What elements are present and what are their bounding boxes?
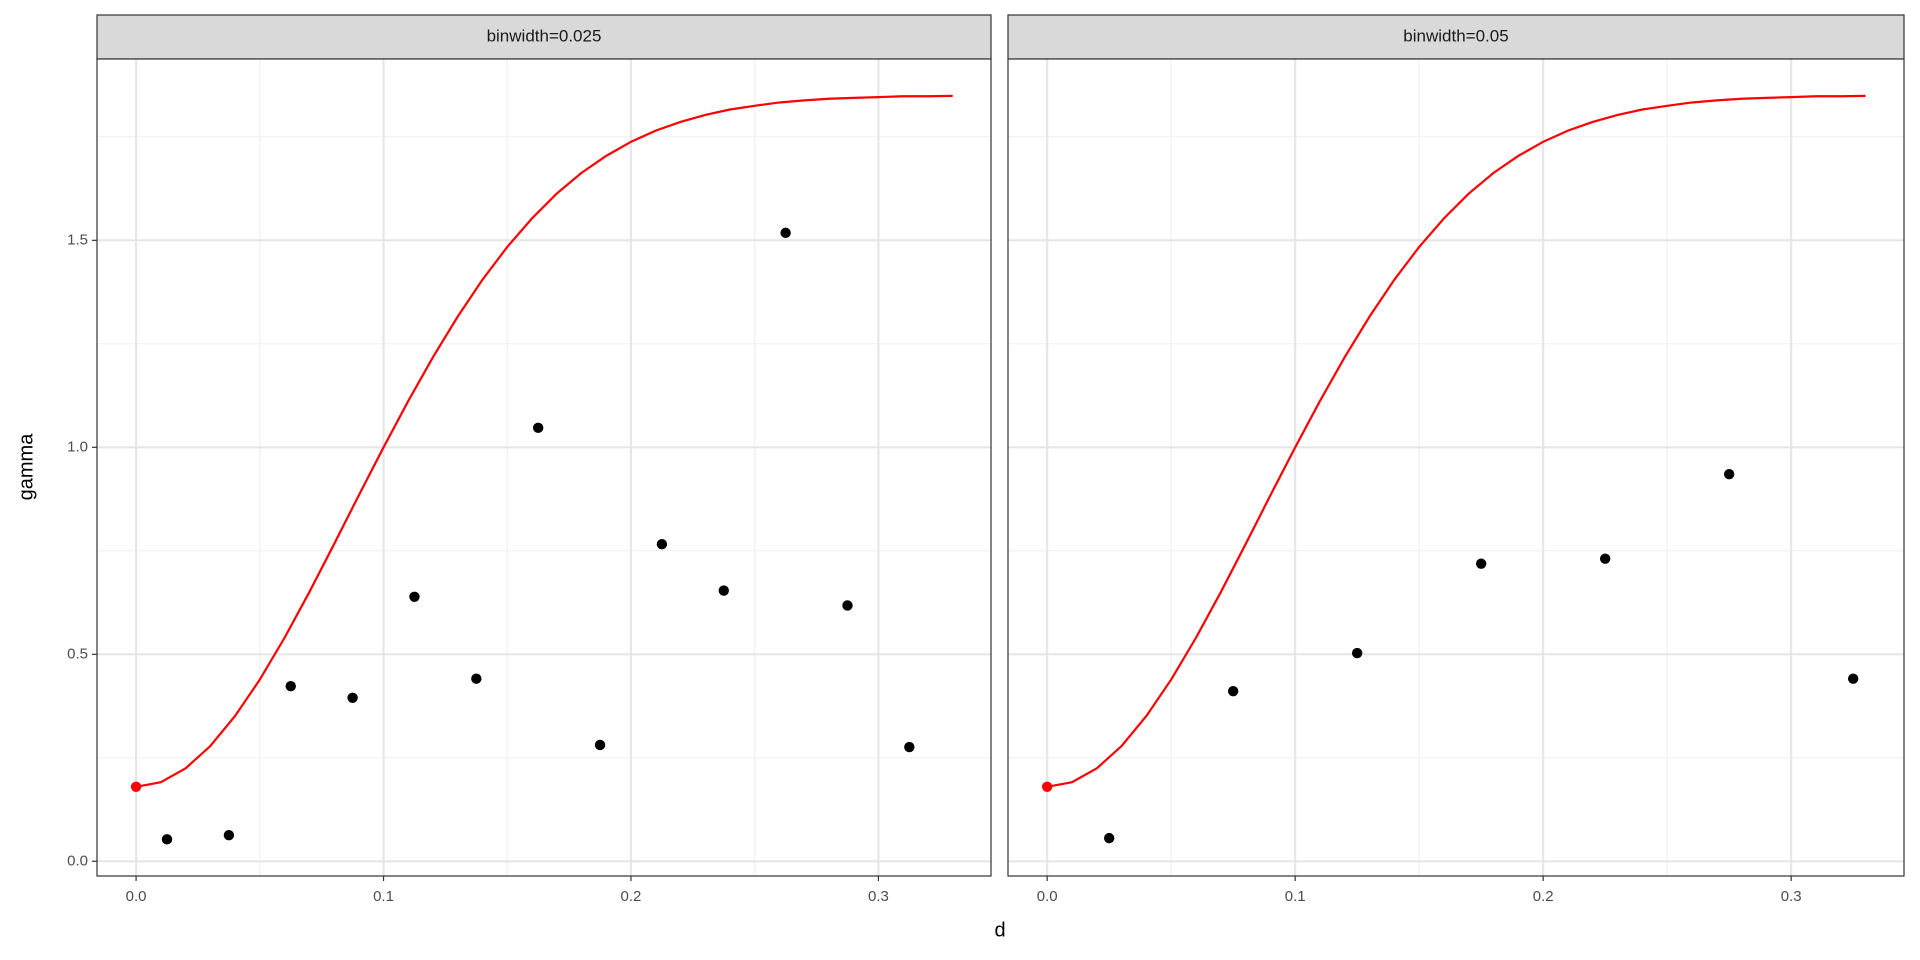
y-axis-title: gamma <box>15 433 37 501</box>
y-tick-label: 0.0 <box>67 852 88 869</box>
x-axis-title: d <box>994 919 1005 941</box>
point <box>532 422 544 434</box>
x-tick-label: 0.3 <box>1781 888 1802 905</box>
point <box>656 538 668 550</box>
point <box>1351 647 1363 659</box>
point <box>285 680 296 692</box>
x-tick-label: 0.0 <box>1037 888 1058 905</box>
facet-title: binwidth=0.05 <box>1403 26 1508 45</box>
point <box>1475 558 1487 569</box>
point <box>1599 553 1611 564</box>
x-tick-label: 0.1 <box>1285 888 1306 905</box>
x-tick-label: 0.2 <box>1533 888 1554 905</box>
model-line <box>135 94 953 788</box>
x-tick-label: 0.1 <box>373 888 394 905</box>
point <box>594 739 606 751</box>
strip-background <box>96 14 992 60</box>
point <box>780 227 791 239</box>
y-tick-label: 0.5 <box>67 645 88 662</box>
point <box>161 834 173 845</box>
panel-border <box>1007 58 1905 877</box>
point <box>347 692 358 703</box>
point <box>409 591 420 602</box>
point <box>842 600 853 611</box>
point <box>471 673 482 684</box>
x-tick-label: 0.3 <box>868 888 889 905</box>
point <box>1041 781 1053 792</box>
point <box>1103 832 1115 844</box>
point <box>718 585 729 596</box>
y-tick-label: 1.5 <box>67 231 88 248</box>
point <box>904 741 915 753</box>
point <box>1227 685 1239 697</box>
strip-background <box>1007 14 1905 60</box>
panel-background <box>97 59 991 876</box>
point <box>223 830 235 841</box>
model-line <box>1046 94 1866 788</box>
x-tick-label: 0.2 <box>621 888 642 905</box>
point <box>1723 469 1735 480</box>
panel-border <box>96 58 992 877</box>
y-tick-label: 1.0 <box>67 438 88 455</box>
panel-background <box>1008 59 1904 876</box>
point <box>1847 673 1859 684</box>
facet-title: binwidth=0.025 <box>487 26 602 45</box>
point <box>130 781 142 792</box>
x-tick-label: 0.0 <box>126 888 147 905</box>
